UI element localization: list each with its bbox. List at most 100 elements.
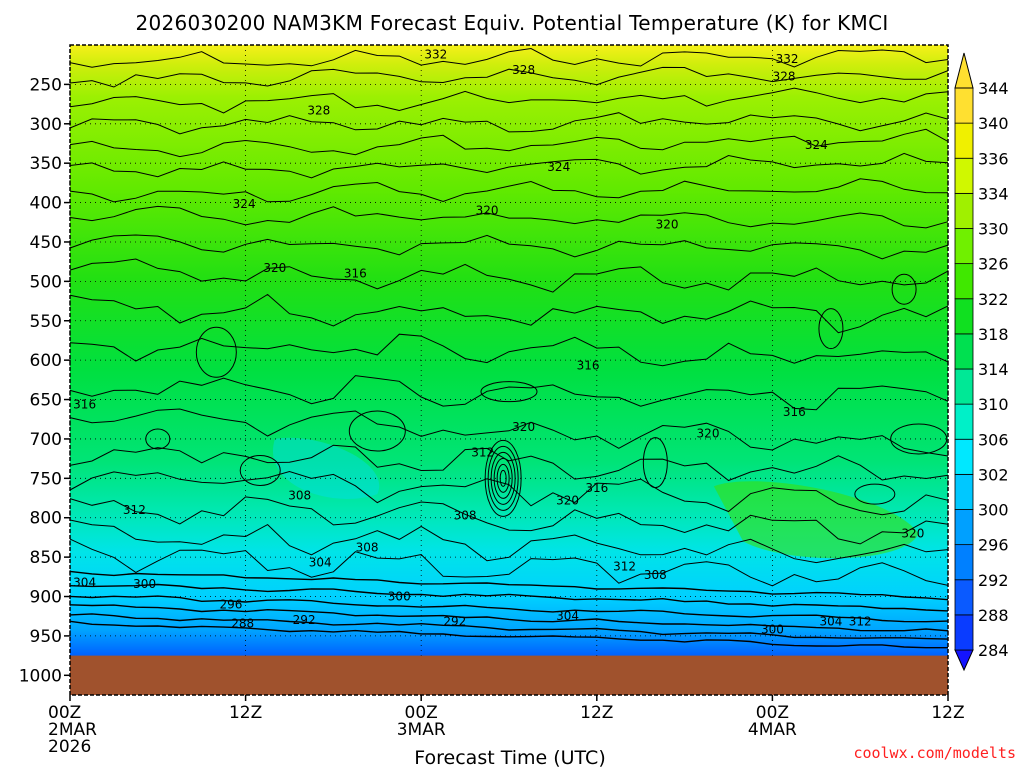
contour-line bbox=[69, 444, 949, 482]
contour-line bbox=[69, 178, 949, 203]
contour-label: 324 bbox=[805, 138, 828, 152]
contour-label: 304 bbox=[73, 575, 96, 589]
contour-line bbox=[69, 408, 949, 457]
colorbar-swatch bbox=[954, 614, 974, 651]
packed-contour bbox=[496, 463, 510, 493]
closed-contour bbox=[239, 454, 281, 486]
contour-label: 320 bbox=[697, 426, 720, 440]
contour-lines bbox=[69, 47, 949, 649]
packed-contour bbox=[493, 457, 513, 499]
x-tick-label: 3MAR bbox=[397, 720, 446, 740]
colorbar-level-label: 306 bbox=[978, 430, 1009, 449]
contour-label: 312 bbox=[123, 503, 146, 517]
contour-label: 312 bbox=[471, 445, 494, 459]
contour-label: 320 bbox=[656, 218, 679, 232]
contour-label: 328 bbox=[512, 63, 535, 77]
colorbar-level-label: 318 bbox=[978, 325, 1009, 344]
contour-line bbox=[69, 538, 949, 587]
colorbar-level-label: 340 bbox=[978, 114, 1009, 133]
colorbar-level-label: 302 bbox=[978, 465, 1009, 484]
colorbar-level-label: 284 bbox=[978, 641, 1009, 660]
contour-line bbox=[69, 583, 949, 612]
colorbar-level-label: 314 bbox=[978, 360, 1009, 379]
contour-label: 304 bbox=[819, 615, 842, 629]
y-tick-label: 950 bbox=[30, 627, 62, 647]
colorbar-swatch bbox=[954, 87, 974, 124]
packed-contour bbox=[487, 445, 519, 511]
colorbar-swatch bbox=[954, 579, 974, 616]
y-tick-label: 400 bbox=[30, 194, 62, 214]
colorbar-swatch bbox=[954, 228, 974, 265]
colorbar-max-arrow bbox=[954, 52, 974, 89]
colorbar-level-label: 310 bbox=[978, 395, 1009, 414]
contour-label: 308 bbox=[288, 489, 311, 503]
y-tick-label: 900 bbox=[30, 588, 62, 608]
contour-label: 296 bbox=[220, 597, 243, 611]
colorbar-level-label: 288 bbox=[978, 606, 1009, 625]
closed-contour bbox=[480, 381, 538, 403]
contour-label: 308 bbox=[356, 541, 379, 555]
x-tick-label: 4MAR bbox=[748, 720, 797, 740]
colorbar-swatch bbox=[954, 509, 974, 546]
closed-contour bbox=[854, 483, 896, 505]
y-tick-label: 450 bbox=[30, 233, 62, 253]
closed-contour bbox=[891, 273, 917, 305]
x-tick-label: 12Z bbox=[229, 703, 262, 723]
colorbar-level-label: 344 bbox=[978, 79, 1009, 98]
colorbar-level-label: 334 bbox=[978, 184, 1009, 203]
contour-label: 324 bbox=[547, 160, 570, 174]
contour-label: 320 bbox=[476, 203, 499, 217]
warm-anomaly-region bbox=[713, 481, 919, 559]
contour-line bbox=[69, 128, 949, 158]
contour-label: 312 bbox=[613, 560, 636, 574]
contour-line bbox=[69, 613, 949, 640]
contour-line bbox=[69, 205, 949, 229]
contour-line bbox=[69, 570, 949, 601]
contour-label: 316 bbox=[783, 405, 806, 419]
source-credit[interactable]: coolwx.com/modelts bbox=[853, 744, 1016, 762]
contour-label: 328 bbox=[307, 103, 330, 117]
contour-line bbox=[69, 112, 949, 135]
contour-label: 320 bbox=[901, 526, 924, 540]
y-tick-label: 250 bbox=[30, 75, 62, 95]
contour-label: 320 bbox=[263, 261, 286, 275]
contour-line bbox=[69, 66, 949, 88]
x-tick-label: 2026 bbox=[48, 737, 91, 757]
contour-label: 332 bbox=[424, 47, 447, 61]
contour-line bbox=[69, 47, 949, 68]
colorbar-level-label: 336 bbox=[978, 149, 1009, 168]
equiv-potential-temp-field bbox=[70, 45, 948, 695]
colorbar-swatch bbox=[954, 192, 974, 229]
cool-anomaly-region bbox=[272, 437, 380, 499]
y-tick-label: 700 bbox=[30, 430, 62, 450]
colorbar-swatch bbox=[954, 263, 974, 300]
contour-label: 312 bbox=[849, 615, 872, 629]
contour-line bbox=[69, 152, 949, 179]
closed-contour bbox=[348, 410, 406, 452]
chart-title: 2026030200 NAM3KM Forecast Equiv. Potent… bbox=[135, 11, 888, 35]
colorbar-swatch bbox=[954, 157, 974, 194]
x-tick-label: 00Z bbox=[405, 703, 438, 723]
colorbar-swatch bbox=[954, 122, 974, 159]
colorbar-swatch bbox=[954, 544, 974, 581]
contour-line bbox=[69, 595, 949, 623]
contour-label: 320 bbox=[556, 493, 579, 507]
y-tick-label: 300 bbox=[30, 115, 62, 135]
contour-label: 316 bbox=[73, 397, 96, 411]
contour-label: 316 bbox=[577, 359, 600, 373]
closed-contour bbox=[818, 308, 844, 350]
contour-label: 300 bbox=[133, 577, 156, 591]
contour-labels: 332 332 328 328 328 324 324 324 320 320 320 316 316 3… bbox=[73, 47, 924, 636]
y-axis-ticks: 250 300 350 400 450 500 550 600 650 700 750 800 850 9… bbox=[19, 75, 70, 686]
colorbar-swatch bbox=[954, 473, 974, 510]
contour-label: 320 bbox=[512, 420, 535, 434]
contour-label: 292 bbox=[443, 615, 466, 629]
contour-label: 300 bbox=[388, 590, 411, 604]
y-tick-label: 650 bbox=[30, 391, 62, 411]
contour-label: 332 bbox=[776, 52, 799, 66]
colorbar-level-label: 326 bbox=[978, 255, 1009, 274]
contour-line bbox=[69, 496, 949, 545]
contour-label: 292 bbox=[293, 613, 316, 627]
